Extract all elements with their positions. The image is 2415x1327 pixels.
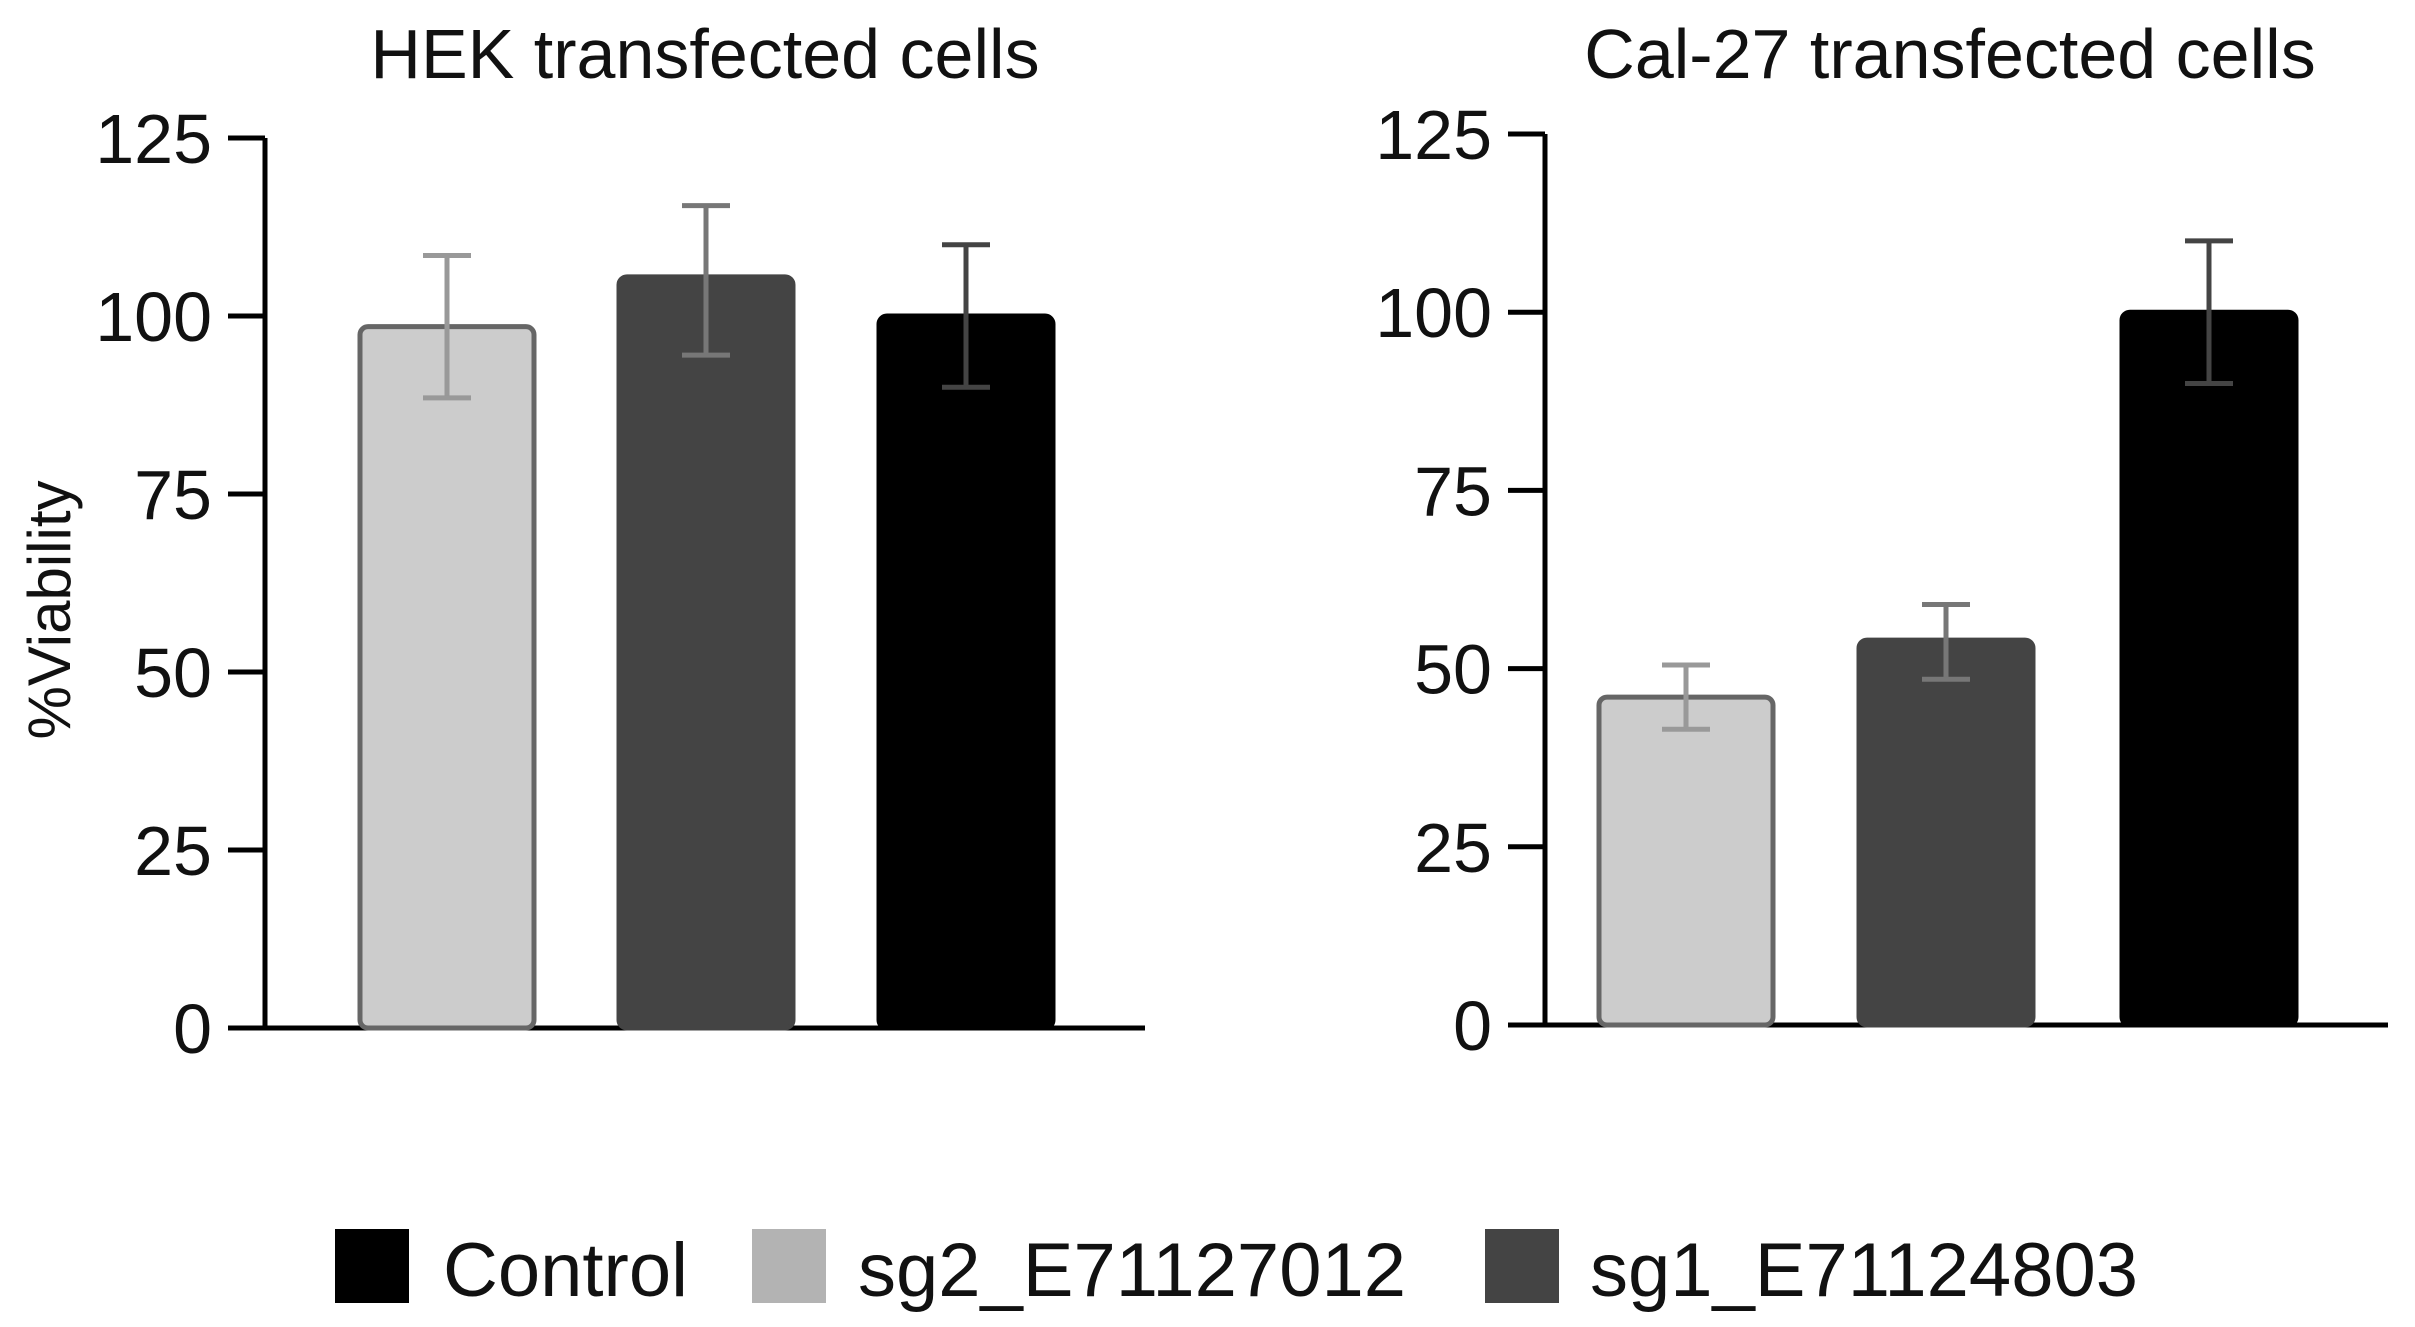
chart-title: HEK transfected cells — [370, 15, 1039, 93]
legend-label-sg1: sg1_E71124803 — [1590, 1228, 2138, 1313]
legend: Control sg2_E71127012 sg1_E71124803 — [335, 1228, 2138, 1313]
y-tick-label: 50 — [134, 634, 212, 712]
y-tick-label: 125 — [95, 100, 212, 178]
y-tick-label: 50 — [1414, 631, 1492, 709]
bar-sg1_E71124803 — [616, 274, 796, 1031]
panel-hek: HEK transfected cells %Viability 0 25 50 75… — [16, 15, 1145, 1068]
y-axis-label: %Viability — [16, 480, 83, 739]
y-tick-label: 100 — [95, 278, 212, 356]
y-tick-label: 75 — [134, 456, 212, 534]
legend-swatch-sg1 — [1485, 1229, 1559, 1303]
panel-cal27: Cal-27 transfected cells 0 25 50 75 100 125 — [1375, 15, 2388, 1065]
bar-sg1_E71124803 — [1856, 637, 2036, 1028]
y-tick-label: 100 — [1375, 274, 1492, 352]
legend-swatch-control — [335, 1229, 409, 1303]
y-tick-label: 0 — [173, 990, 212, 1068]
y-tick-label: 25 — [134, 812, 212, 890]
legend-label-sg2: sg2_E71127012 — [858, 1228, 1406, 1313]
legend-swatch-sg2 — [752, 1229, 826, 1303]
legend-label-control: Control — [443, 1228, 688, 1313]
y-tick-label: 25 — [1414, 809, 1492, 887]
bar-sg2_E71127012 — [357, 324, 537, 1031]
chart-title: Cal-27 transfected cells — [1584, 15, 2315, 93]
bar-sg2_E71127012 — [1596, 694, 1776, 1028]
bar-Control — [2119, 309, 2299, 1028]
bar-Control — [876, 313, 1056, 1031]
y-tick-label: 125 — [1375, 96, 1492, 174]
y-tick-label: 75 — [1414, 452, 1492, 530]
y-tick-label: 0 — [1453, 987, 1492, 1065]
